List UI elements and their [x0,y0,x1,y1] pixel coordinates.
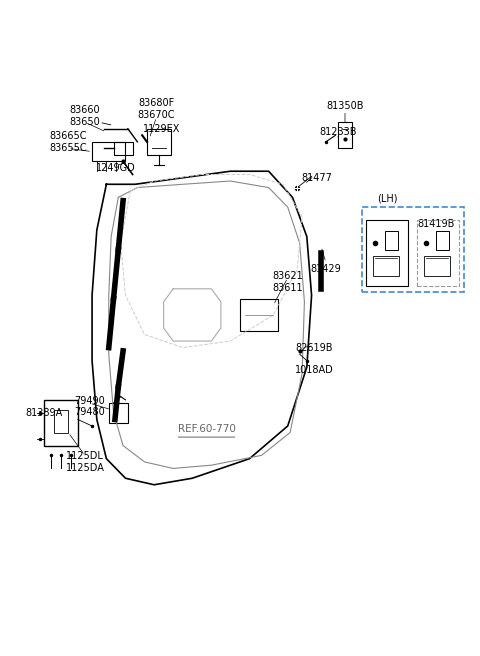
Text: 1125DL
1125DA: 1125DL 1125DA [65,451,104,473]
Text: 81233B: 81233B [319,127,357,137]
Bar [54,409,68,432]
Bar [384,232,398,250]
Bar [365,220,408,285]
Bar [147,129,171,155]
Text: 1249GD: 1249GD [96,163,136,173]
Bar [436,232,449,250]
Bar [424,256,450,276]
Text: 81429: 81429 [311,264,341,274]
Bar [372,256,399,276]
Text: 83680F
83670C: 83680F 83670C [138,98,175,120]
Text: 81389A: 81389A [26,408,63,418]
Text: 83665C
83655C: 83665C 83655C [49,131,87,153]
Text: 1129EX: 1129EX [143,124,180,134]
Bar [338,122,352,148]
Bar [240,298,278,331]
Text: 82619B: 82619B [295,342,333,352]
Text: 81350B: 81350B [326,101,364,111]
Text: 83621
83611: 83621 83611 [272,272,303,293]
Bar [109,403,128,422]
Bar [114,142,132,155]
Text: 1018AD: 1018AD [295,365,333,375]
Text: 83660
83650: 83660 83650 [70,105,100,127]
Text: (LH): (LH) [377,194,397,204]
Bar [92,142,125,161]
Text: REF.60-770: REF.60-770 [178,424,236,434]
Bar [417,220,458,285]
Text: 79490
79480: 79490 79480 [74,396,105,417]
Bar [44,400,78,445]
Text: 81419B: 81419B [417,219,454,229]
Text: 81477: 81477 [301,173,332,183]
